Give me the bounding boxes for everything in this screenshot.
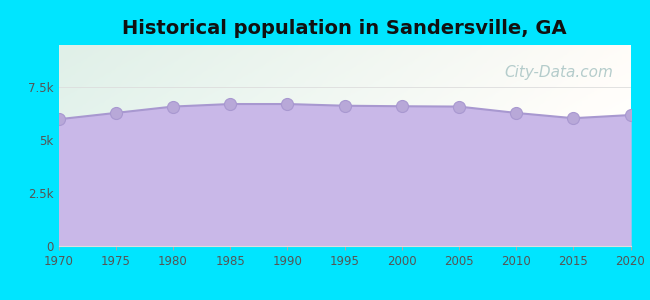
Point xyxy=(225,102,235,106)
Point xyxy=(396,104,407,109)
Point xyxy=(511,110,521,115)
Point xyxy=(168,104,178,109)
Point xyxy=(454,104,464,109)
Point xyxy=(625,112,636,117)
Point xyxy=(111,110,121,115)
Text: City-Data.com: City-Data.com xyxy=(504,65,614,80)
Point xyxy=(339,103,350,108)
Title: Historical population in Sandersville, GA: Historical population in Sandersville, G… xyxy=(122,19,567,38)
Point xyxy=(568,116,578,121)
Point xyxy=(53,117,64,122)
Point xyxy=(282,102,293,106)
